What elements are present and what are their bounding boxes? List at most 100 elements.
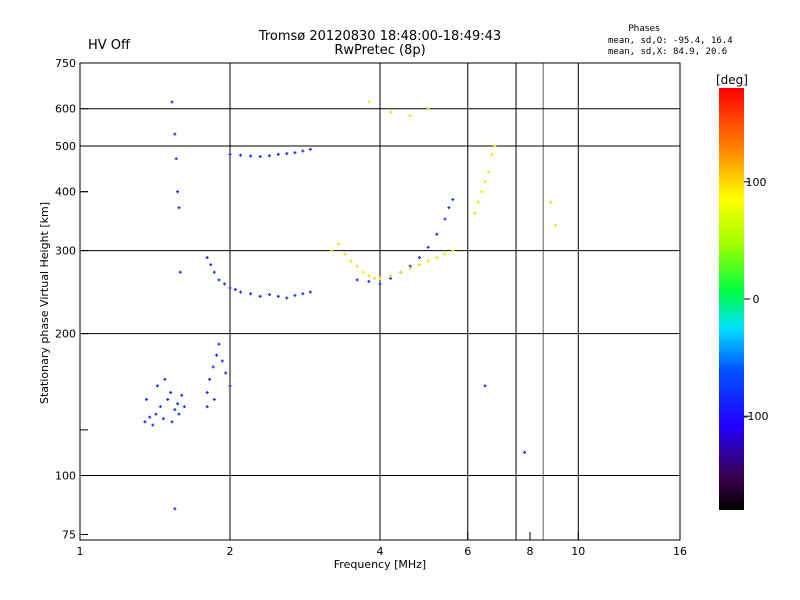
data-point xyxy=(426,107,430,111)
x-tick-label: 10 xyxy=(571,545,585,558)
data-point xyxy=(389,110,393,114)
data-point xyxy=(148,415,152,419)
data-point xyxy=(177,412,181,416)
data-point xyxy=(173,507,177,511)
axis-ticks: 1 2 4 6 8 10 16 75 100 200 300 400 500 600 750 xyxy=(55,57,687,558)
data-point xyxy=(176,190,180,194)
data-point xyxy=(276,152,280,156)
data-point xyxy=(355,264,359,268)
data-point xyxy=(343,252,347,256)
y-tick-label: 300 xyxy=(55,245,76,258)
x-tick-label: 2 xyxy=(227,545,234,558)
y-tick-label: 200 xyxy=(55,328,76,341)
data-point xyxy=(389,274,393,278)
data-point xyxy=(173,132,177,136)
y-tick-label: 100 xyxy=(55,470,76,483)
data-point xyxy=(336,242,340,246)
data-point xyxy=(378,282,382,286)
data-point xyxy=(486,170,490,174)
data-point xyxy=(355,278,359,282)
data-point xyxy=(447,206,451,210)
data-point xyxy=(426,245,430,249)
data-point xyxy=(408,114,412,118)
data-point xyxy=(301,149,305,153)
data-point xyxy=(301,292,305,296)
data-point xyxy=(217,342,221,346)
data-point xyxy=(205,256,209,260)
data-point xyxy=(233,288,237,292)
data-point xyxy=(205,391,209,395)
data-point xyxy=(174,157,178,161)
data-point xyxy=(208,377,212,381)
data-point xyxy=(490,152,494,156)
x-tick-label: 8 xyxy=(527,545,534,558)
data-point xyxy=(228,286,232,290)
data-point xyxy=(239,153,243,157)
data-point xyxy=(209,263,213,267)
data-point xyxy=(426,259,430,263)
data-point xyxy=(228,152,232,156)
data-point xyxy=(223,282,227,286)
data-point xyxy=(473,211,477,215)
x-axis-label: Frequency [MHz] xyxy=(334,558,426,571)
y-tick-label: 75 xyxy=(62,528,76,541)
data-point xyxy=(451,249,455,253)
stats-title: Phases xyxy=(628,24,660,34)
y-tick-label: 500 xyxy=(55,140,76,153)
data-point xyxy=(435,256,439,260)
data-point xyxy=(361,270,365,274)
x-tick-label: 1 xyxy=(77,545,84,558)
data-point xyxy=(176,402,180,406)
data-point xyxy=(249,154,253,158)
y-tick-label: 750 xyxy=(55,57,76,70)
data-point xyxy=(417,263,421,267)
data-point xyxy=(158,405,162,409)
colorbar xyxy=(719,88,744,510)
data-point xyxy=(523,450,527,454)
data-point xyxy=(285,152,289,156)
data-point xyxy=(367,100,371,104)
chart-title: Tromsø 20120830 18:48:00-18:49:43 xyxy=(258,29,501,44)
x-tick-label: 16 xyxy=(673,545,687,558)
data-point xyxy=(493,144,497,148)
data-point xyxy=(173,408,177,412)
data-point xyxy=(151,423,155,427)
data-point xyxy=(408,266,412,270)
data-point xyxy=(553,223,557,227)
data-point xyxy=(349,259,353,263)
data-point xyxy=(549,200,553,204)
data-point xyxy=(215,353,219,357)
data-point xyxy=(399,270,403,274)
y-tick-label: 400 xyxy=(55,186,76,199)
data-points xyxy=(143,100,557,511)
hv-status: HV Off xyxy=(88,38,131,53)
data-point xyxy=(180,393,184,397)
colorbar-tick-label: -100 xyxy=(744,410,769,423)
data-point xyxy=(163,377,167,381)
data-point xyxy=(258,294,262,298)
data-point xyxy=(443,252,447,256)
data-point xyxy=(170,100,174,104)
colorbar-tick-label: 0 xyxy=(753,293,760,306)
y-axis-label: Stationary phase Virtual Height [km] xyxy=(38,202,51,404)
stats-x-mode: mean, sd,X: 84.9, 20.6 xyxy=(608,47,727,57)
data-point xyxy=(211,365,215,369)
data-point xyxy=(435,232,439,236)
data-point xyxy=(161,417,165,421)
data-point xyxy=(378,276,382,280)
data-point xyxy=(182,405,186,409)
colorbar-label: [deg] xyxy=(716,73,748,87)
data-point xyxy=(483,180,487,184)
data-point xyxy=(367,279,371,283)
data-point xyxy=(154,412,158,416)
data-point xyxy=(293,293,297,297)
chart-subtitle: RwPretec (8p) xyxy=(334,43,425,58)
data-point xyxy=(212,397,216,401)
y-tick-label: 600 xyxy=(55,103,76,116)
data-point xyxy=(177,206,181,210)
data-point xyxy=(451,198,455,202)
data-point xyxy=(205,405,209,409)
data-point xyxy=(285,296,289,300)
stats-o-mode: mean, sd,O: -95.4, 16.4 xyxy=(608,36,733,46)
